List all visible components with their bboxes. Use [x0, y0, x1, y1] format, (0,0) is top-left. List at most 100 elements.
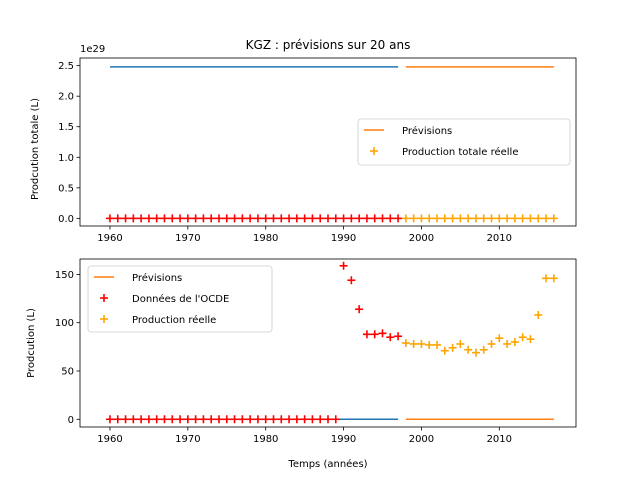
bottom-oecd-point	[261, 415, 270, 424]
bottom-oecd-point	[362, 330, 371, 339]
bottom-x-tick-label: 1960	[97, 434, 122, 445]
top-x-tick-label: 2010	[487, 233, 512, 244]
bottom-real-point	[456, 339, 465, 348]
top-oecd-point	[238, 214, 247, 223]
top-real-point	[503, 214, 512, 223]
bottom-oecd-point	[300, 415, 309, 424]
top-real-point	[549, 214, 558, 223]
top-oecd-point	[105, 214, 114, 223]
bottom-real-point	[409, 339, 418, 348]
top-real-point	[534, 214, 543, 223]
bottom-oecd-point	[347, 276, 356, 285]
bottom-x-tick-label: 1980	[253, 434, 278, 445]
top-oecd-point	[324, 214, 332, 223]
top-legend-box	[357, 118, 571, 166]
top-oecd-point	[308, 214, 317, 223]
top-oecd-point	[378, 214, 387, 223]
bottom-real-point	[510, 338, 519, 347]
bottom-real-point	[549, 274, 558, 283]
bottom-oecd-point	[277, 415, 286, 424]
bottom-real-point	[503, 339, 512, 348]
bottom-oecd-point	[269, 415, 278, 424]
bottom-oecd-point	[160, 415, 169, 424]
bottom-oecd-point	[207, 415, 216, 424]
top-x-tick-label: 2000	[409, 233, 434, 244]
bottom-legend: Prévisions Données de l'OCDE Production ré…	[87, 265, 273, 333]
top-oecd-point	[121, 214, 130, 223]
bottom-oecd-point	[292, 415, 301, 424]
top-oecd-point	[176, 214, 185, 223]
bottom-oecd-point	[129, 415, 138, 424]
top-oecd-point	[113, 214, 122, 223]
top-oecd-point	[347, 214, 356, 223]
top-x-tick-label: 1960	[97, 233, 122, 244]
bottom-real-point	[425, 340, 434, 349]
bottom-oecd-point	[331, 415, 340, 424]
bottom-legend-item: Données de l'OCDE	[100, 293, 229, 305]
top-real-point	[495, 214, 504, 223]
top-axes: 1960 1970 1980 1990 2000 2010 0.0 0.5 1.0 1.5 2.0 2…	[58, 57, 577, 244]
top-oecd-point	[370, 214, 379, 223]
top-oecd-point	[144, 214, 153, 223]
bottom-oecd-point	[246, 415, 255, 424]
bottom-legend-label: Données de l'OCDE	[132, 293, 229, 305]
bottom-oecd-point	[378, 329, 387, 338]
bottom-oecd-point	[394, 332, 403, 341]
top-oecd-point	[137, 214, 146, 223]
top-oecd-point	[394, 214, 403, 223]
bottom-real-point	[448, 343, 457, 352]
top-chart-panel: KGZ : prévisions sur 20 ans 1e29 Prodcut…	[30, 38, 577, 244]
bottom-real-point	[542, 274, 551, 283]
top-oecd-point	[316, 214, 325, 223]
top-oecd-point	[339, 214, 348, 223]
bottom-real-point	[487, 339, 496, 348]
bottom-x-tick-label: 2010	[487, 434, 512, 445]
top-legend-item: Prévisions	[364, 125, 452, 137]
bottom-real-point	[518, 333, 527, 342]
bottom-oecd-point	[339, 261, 348, 270]
bottom-legend-label: Production réelle	[132, 314, 216, 326]
bottom-oecd-point	[137, 415, 146, 424]
bottom-y-tick-label: 150	[55, 270, 74, 281]
top-y-tick-label: 2.5	[58, 61, 74, 72]
bottom-oecd-point	[355, 305, 364, 314]
top-oecd-point	[152, 214, 161, 223]
top-oecd-point	[253, 214, 262, 223]
bottom-oecd-point	[191, 415, 200, 424]
top-oecd-point	[183, 214, 192, 223]
top-real-point	[526, 214, 535, 223]
bottom-x-tick-label: 1990	[331, 434, 356, 445]
bottom-oecd-point	[285, 415, 294, 424]
top-real-point	[409, 214, 418, 223]
top-axes-frame	[79, 57, 577, 227]
top-legend-marker-swatch	[370, 147, 378, 155]
bottom-real-point	[479, 345, 488, 354]
bottom-oecd-point	[316, 415, 325, 424]
top-real-point	[479, 214, 488, 223]
top-oecd-point	[160, 214, 169, 223]
top-oecd-point	[386, 214, 395, 223]
x-axis-label: Temps (années)	[287, 458, 367, 470]
bottom-real-point	[526, 335, 535, 344]
bottom-oecd-point	[199, 415, 208, 424]
bottom-oecd-point	[144, 415, 153, 424]
top-y-tick-label: 1.0	[58, 153, 74, 164]
top-real-point	[425, 214, 434, 223]
top-oecd-point	[331, 214, 340, 223]
top-oecd-point	[292, 214, 301, 223]
top-real-point	[471, 214, 480, 223]
top-real-point	[401, 214, 410, 223]
bottom-real-point	[433, 340, 442, 349]
top-real-point	[440, 214, 449, 223]
top-real-point	[510, 214, 519, 223]
top-real-point	[456, 214, 465, 223]
bottom-legend-marker-swatch	[100, 294, 108, 302]
bottom-oecd-point	[324, 415, 332, 424]
top-marks	[105, 66, 558, 223]
bottom-oecd-point	[176, 415, 185, 424]
top-real-point	[518, 214, 527, 223]
bottom-real-point	[471, 348, 480, 357]
top-legend-label: Prévisions	[402, 125, 452, 137]
top-oecd-point	[199, 214, 208, 223]
